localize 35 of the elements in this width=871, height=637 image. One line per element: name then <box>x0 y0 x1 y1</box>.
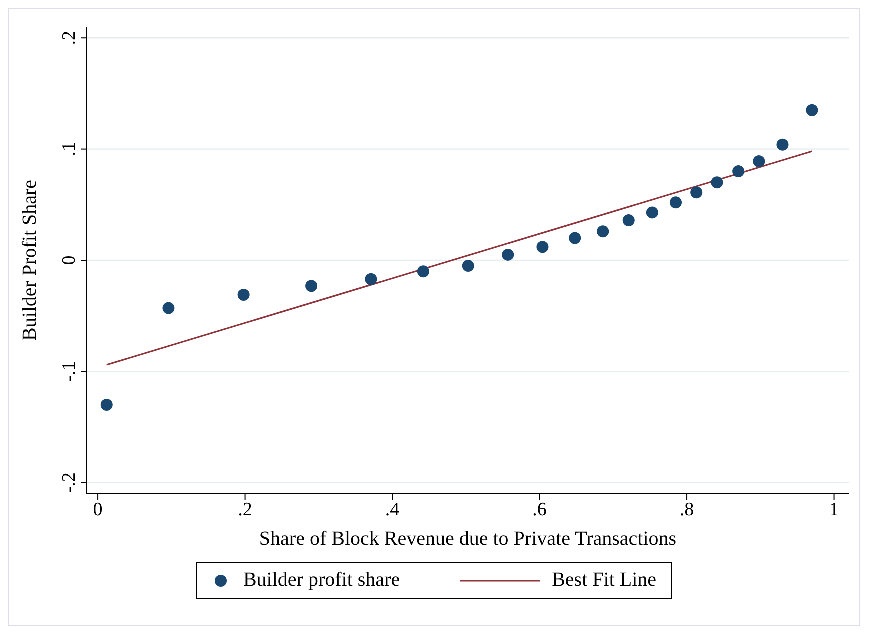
point <box>502 248 514 261</box>
x-tick-label: 0 <box>93 499 103 520</box>
y-tick-label: -.1 <box>59 361 80 382</box>
y-tick-label: .2 <box>59 30 80 46</box>
point <box>646 206 658 219</box>
x-tick-label: .4 <box>385 499 400 520</box>
legend-label: Best Fit Line <box>552 569 657 592</box>
legend-label: Builder profit share <box>243 569 400 592</box>
x-tick-label: .6 <box>532 499 547 520</box>
point <box>306 280 318 292</box>
point <box>670 196 682 209</box>
x-tick-label: .8 <box>680 499 694 520</box>
point <box>238 288 250 301</box>
point <box>806 104 818 116</box>
point <box>622 214 635 226</box>
x-axis-title: Share of Block Revenue due to Private Transactions <box>259 528 677 550</box>
point <box>711 176 724 189</box>
y-axis-title: Builder Profit Share <box>19 180 42 342</box>
y-tick-label: 0 <box>59 256 80 266</box>
point <box>776 138 789 151</box>
x-tick-label: 1 <box>830 499 840 520</box>
point <box>753 156 766 168</box>
x-tick-label: .2 <box>238 499 252 520</box>
point <box>732 166 745 178</box>
y-tick-label: .1 <box>59 142 80 156</box>
point <box>690 186 703 199</box>
point <box>569 232 582 244</box>
point <box>417 266 430 278</box>
point <box>536 241 549 254</box>
y-tick-label: -.2 <box>59 472 80 494</box>
point <box>462 260 474 272</box>
point <box>100 399 113 412</box>
point <box>597 226 610 238</box>
point <box>365 273 378 286</box>
point <box>162 302 175 314</box>
